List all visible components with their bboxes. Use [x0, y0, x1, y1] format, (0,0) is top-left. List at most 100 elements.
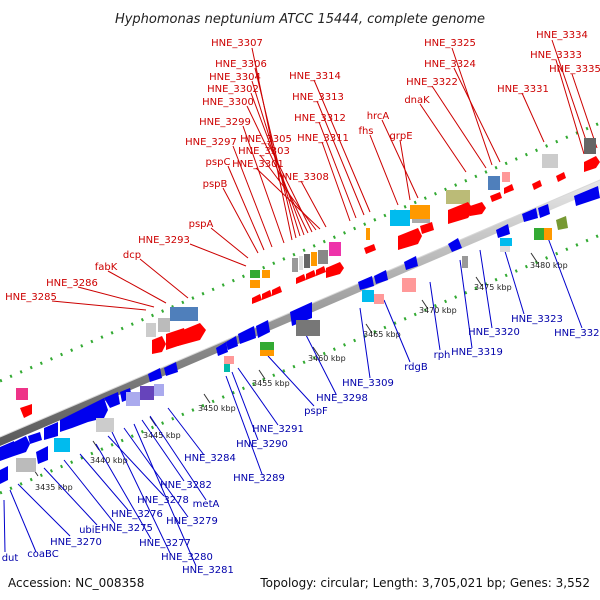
gene-forward [364, 244, 376, 254]
gene-label: HNE_3334 [536, 30, 588, 41]
tick-marks [31, 252, 538, 477]
gene-label: fhs [358, 126, 373, 137]
tick-mark [92, 440, 100, 451]
gene-label: rph [434, 350, 451, 361]
gene-other [154, 384, 164, 396]
gene-label: HNE_3305 [240, 134, 292, 145]
gene-reverse [238, 326, 256, 344]
gene-label: HNE_3304 [209, 72, 261, 83]
gene-other [446, 190, 470, 204]
tick-mark [203, 393, 211, 404]
tick-label: 3440 kbp [90, 456, 128, 465]
tick-label: 3480 kbp [530, 261, 568, 270]
gene-other [502, 172, 510, 182]
gene-forward [296, 274, 306, 284]
gene-label: HNE_3277 [139, 538, 191, 549]
gene-other [412, 219, 430, 223]
forward-label-group: HNE_3307 HNE_3306 HNE_3304 HNE_3302 HNE_… [5, 30, 600, 303]
gene-label: HNE_3275 [101, 523, 153, 534]
gene-forward [420, 222, 434, 234]
gene-reverse [496, 224, 510, 238]
gene-label: HNE_3312 [294, 113, 346, 124]
gene-label: HNE_3286 [46, 278, 98, 289]
gene-forward [306, 270, 316, 280]
tick-mark [258, 369, 266, 380]
gene-other [54, 438, 70, 452]
gene-forward [262, 290, 272, 300]
gene-reverse [0, 441, 14, 461]
gene-label: dut [2, 553, 19, 564]
gene-other [16, 458, 36, 472]
gene-other [96, 418, 114, 432]
gene-label: HNE_3293 [138, 235, 190, 246]
tick-mark [530, 252, 538, 263]
gene-label: metA [193, 499, 220, 510]
gene-reverse [574, 186, 600, 206]
gene-label: dnaK [404, 95, 430, 106]
gene-label: HNE_3279 [166, 516, 218, 527]
gene-label: coaBC [27, 549, 58, 560]
tick-mark [421, 299, 429, 310]
gene-other [534, 228, 544, 240]
gene-label: fabK [95, 262, 118, 273]
gene-forward [152, 336, 166, 354]
gene-label: ubiE [79, 525, 101, 536]
gene-label: HNE_3320 [468, 327, 520, 338]
gene-reverse [256, 320, 270, 338]
gene-label: HNE_3307 [211, 38, 263, 49]
reverse-outer-track [0, 233, 600, 495]
gene-other [224, 364, 230, 372]
reverse-leader-lines [3, 237, 583, 567]
gene-label: HNE_3282 [160, 480, 212, 491]
gene-other [299, 256, 303, 270]
gene-forward [532, 180, 542, 190]
gene-reverse [72, 406, 88, 428]
gene-label: HNE_3278 [137, 495, 189, 506]
gene-other [329, 242, 341, 256]
gene-other [402, 278, 416, 292]
reverse-genes [0, 186, 600, 484]
gene-other [500, 246, 510, 252]
gene-reverse [88, 398, 108, 422]
gene-forward [272, 286, 282, 296]
gene-other [556, 216, 568, 230]
gene-other [390, 210, 410, 226]
gene-label: HNE_3291 [252, 424, 304, 435]
gene-reverse [216, 342, 228, 356]
gene-label: pspF [304, 406, 328, 417]
gene-reverse [164, 362, 178, 376]
gene-label: HNE_3335 [549, 64, 600, 75]
gene-other [262, 270, 270, 278]
gene-forward [470, 202, 486, 216]
gene-other [542, 154, 558, 168]
gene-label: HNE_3280 [161, 552, 213, 563]
forward-leader-lines [51, 39, 598, 311]
gene-reverse [104, 392, 120, 408]
gene-other [260, 350, 274, 356]
gene-label: HNE_3325 [424, 38, 476, 49]
gene-label: HNE_3323 [511, 314, 563, 325]
gene-forward [490, 192, 502, 202]
gene-reverse [0, 466, 8, 484]
gene-other [311, 252, 317, 266]
tick-label: 3445 kbp [143, 431, 181, 440]
gene-other [16, 388, 28, 400]
tick-mark [149, 416, 157, 427]
gene-label: pspC [206, 157, 231, 168]
map-title: Hyphomonas neptunium ATCC 15444, complet… [115, 12, 485, 27]
gene-other [362, 290, 374, 302]
gene-label: HNE_3319 [451, 347, 503, 358]
gene-other [318, 250, 328, 264]
gene-label: HNE_3327 [554, 328, 600, 339]
gene-other [500, 238, 512, 246]
gene-forward [556, 172, 566, 182]
gene-label: pspA [189, 219, 214, 230]
gene-label: grpE [389, 131, 412, 142]
gene-reverse [538, 204, 550, 218]
gene-reverse [60, 414, 72, 432]
gene-reverse [28, 432, 42, 444]
gene-other [296, 320, 320, 336]
gene-other [250, 280, 260, 288]
